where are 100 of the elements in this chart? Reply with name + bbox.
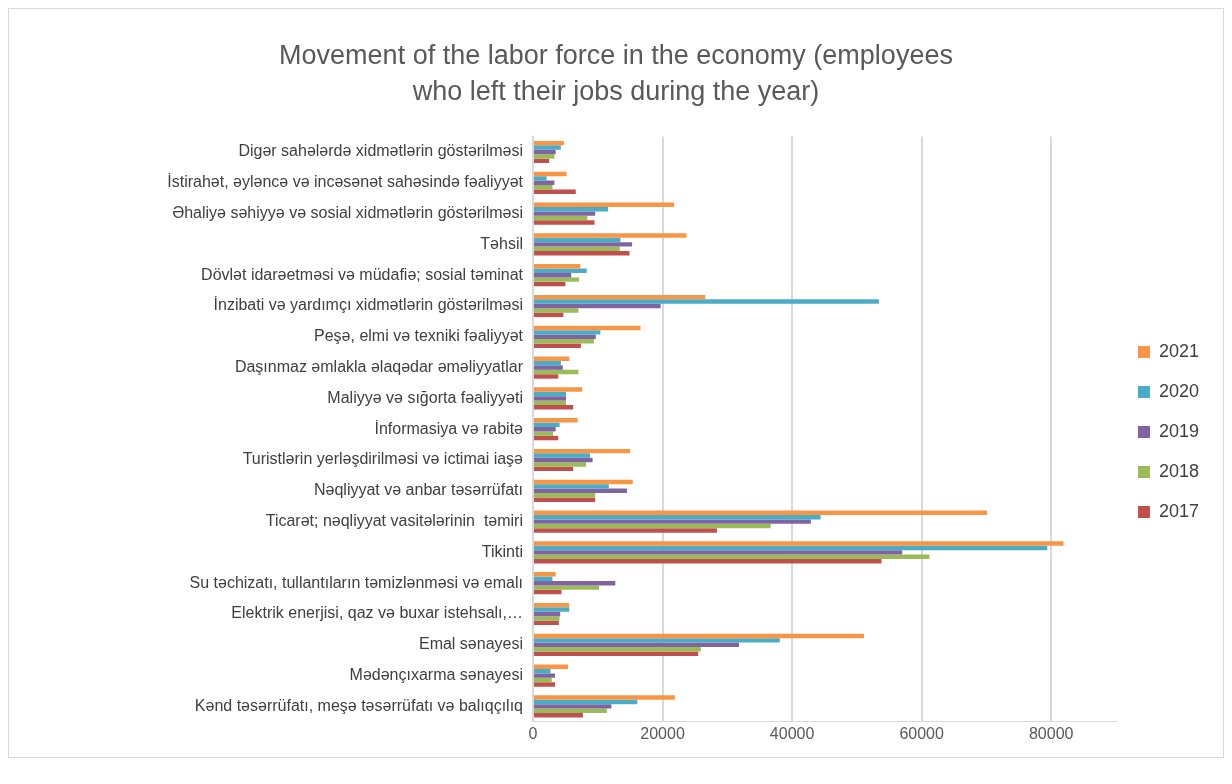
bar [534, 580, 616, 586]
bar [534, 431, 554, 436]
bar [534, 466, 574, 472]
bar [534, 325, 641, 331]
bar [534, 365, 563, 370]
bar [534, 426, 556, 432]
bar [534, 554, 930, 560]
bar [534, 405, 574, 410]
bar [534, 176, 547, 181]
bar [534, 294, 706, 300]
y-tick-label: Ticarət; nəqliyyat vasitələrinin təmiri [265, 512, 523, 530]
bar [534, 642, 739, 648]
y-tick-label: Əhaliyə səhiyyə və sosial xidmətlərin göstərilməsi [172, 204, 523, 222]
bar [534, 211, 596, 216]
y-tick-label: Tikinti [481, 542, 523, 560]
bar [534, 233, 687, 238]
bar [534, 171, 567, 177]
bar [534, 541, 1064, 546]
bar [534, 453, 590, 458]
legend-label: 2019 [1158, 420, 1199, 441]
bar [534, 356, 570, 361]
y-tick-label: Mədənçıxarma sənayesi [349, 666, 523, 684]
x-tick-label: 40000 [769, 724, 815, 742]
chart-title: Movement of the labor force in the economy (employees who left their jobs during the year) [278, 39, 954, 108]
x-tick-label: 20000 [640, 724, 685, 742]
legend-label: 2017 [1158, 500, 1199, 521]
y-tick-label: Emal sənayesi [418, 635, 523, 653]
bar [534, 360, 561, 366]
bar [534, 488, 627, 494]
y-tick-label: Digər sahələrdə xidmətlərin göstərilməsi [238, 142, 523, 160]
bar [534, 462, 587, 467]
bar [534, 677, 552, 683]
y-tick-label: Nəqliyyat və anbar təsərrüfatı [314, 481, 523, 499]
y-tick-label: Turistlərin yerləşdirilməsi və ictimai iaşə [242, 450, 524, 468]
bar [534, 145, 561, 150]
bar [534, 422, 560, 427]
bar [534, 572, 556, 577]
legend-label: 2020 [1158, 380, 1199, 401]
bar [534, 457, 593, 463]
y-tick-label: Elektrik enerjisi, qaz və buxar istehsalı,… [231, 604, 523, 622]
bar [534, 387, 583, 392]
bar [534, 708, 607, 714]
bar [534, 616, 560, 621]
x-tick-label: 60000 [899, 724, 944, 742]
bar [534, 251, 630, 256]
bar [534, 268, 587, 273]
bar [534, 519, 811, 524]
y-tick-label: İstirahət, əyləncə və incəsənət sahəsində fəaliyyət [167, 172, 524, 191]
bar [534, 633, 864, 639]
bar [534, 704, 612, 709]
bar [534, 607, 570, 612]
bar [534, 330, 601, 335]
bar [534, 559, 882, 564]
y-tick-label: Kənd təsərrüfatı, meşə təsərrüfatı və balıqçılıq [194, 696, 523, 714]
bar [534, 545, 1048, 551]
bar [534, 493, 596, 498]
y-tick-label: Maliyyə və sığorta fəaliyyəti [327, 388, 523, 406]
bar [534, 647, 701, 652]
y-tick-label: Su təchizatı, tullantıların təmizlənməsi və emalı [189, 573, 523, 591]
bar [534, 299, 879, 304]
bar [534, 264, 581, 269]
bar [534, 611, 561, 617]
bar [534, 339, 594, 344]
x-tick-label: 0 [528, 724, 538, 742]
bar [534, 189, 576, 194]
bar [534, 589, 562, 595]
bar [534, 272, 572, 278]
bar [534, 391, 567, 397]
legend-label: 2021 [1158, 340, 1199, 361]
bar [534, 220, 595, 225]
bar [534, 673, 556, 678]
bar [534, 396, 567, 401]
bar [534, 550, 903, 555]
legend-label: 2018 [1158, 460, 1199, 481]
bar [534, 620, 559, 626]
y-tick-label: Dövlət idarəetməsi və müdafiə; sosial təminat [201, 265, 524, 283]
bar [534, 528, 717, 533]
bar [534, 682, 556, 687]
y-tick-label: İnformasiya və rabitə [374, 418, 524, 437]
bar [534, 237, 621, 243]
bar [534, 638, 780, 643]
bar [534, 651, 699, 656]
bar [534, 510, 988, 515]
bar [534, 523, 771, 529]
bar [534, 154, 555, 159]
bar [534, 602, 570, 608]
bar [534, 158, 550, 164]
bar [534, 206, 609, 212]
bar [534, 585, 600, 590]
y-tick-label: İnzibati və yardımçı xidmətlərin göstərilməsi [213, 295, 523, 314]
y-tick-label: Təhsil [480, 234, 523, 252]
bar [534, 484, 609, 489]
bar [534, 303, 661, 309]
x-tick-label: 80000 [1028, 724, 1074, 742]
bar [534, 246, 620, 252]
bar [534, 343, 581, 348]
bar [534, 497, 596, 502]
bar [534, 308, 579, 313]
y-tick-label: Daşınmaz əmlakla əlaqədar əməliyyatlar [234, 358, 524, 376]
bar [534, 695, 675, 700]
